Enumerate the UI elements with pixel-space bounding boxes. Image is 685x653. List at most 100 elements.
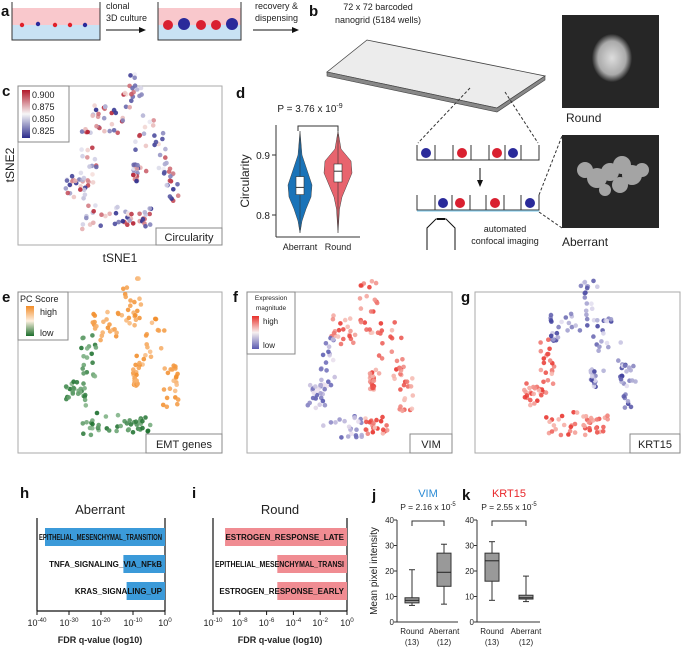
chart-title: Aberrant — [75, 502, 125, 517]
tsne-point — [541, 360, 547, 366]
tsne-point — [131, 367, 136, 372]
tsne-point — [345, 434, 351, 439]
nanogrid-title-line2: nanogrid (5184 wells) — [335, 15, 421, 25]
tsne-point — [137, 211, 142, 217]
tsne-point — [129, 98, 134, 104]
tsne-point — [351, 340, 356, 346]
tsne-point — [563, 315, 569, 320]
tsne-point — [135, 308, 140, 314]
tsne-point — [71, 194, 77, 200]
tsne1-axis-label: tSNE1 — [103, 251, 138, 265]
tsne-point — [175, 182, 180, 187]
tsne-point — [90, 418, 95, 423]
tsne-point — [143, 353, 148, 358]
tsne-point — [321, 423, 326, 428]
tsne-point — [600, 429, 606, 434]
tsne-point — [164, 395, 170, 401]
tsne-point — [342, 317, 348, 323]
tsne-point — [337, 417, 342, 422]
tsne-point — [85, 129, 90, 135]
tsne-point — [143, 415, 148, 420]
tsne-point — [69, 173, 75, 179]
tsne-emt-points — [63, 276, 181, 438]
bar — [126, 582, 165, 600]
tsne-point — [107, 128, 112, 134]
tsne-point — [398, 404, 403, 409]
tsne-point — [314, 388, 320, 393]
tsne-point — [628, 368, 633, 373]
imaging-label-line1: automated — [484, 224, 527, 234]
tsne-point — [326, 349, 331, 355]
tsne-point — [332, 374, 338, 380]
bar — [277, 555, 347, 573]
significance-bracket — [297, 125, 339, 131]
tsne-point — [589, 306, 595, 312]
pc-score-legend-title: PC Score — [20, 294, 59, 304]
tsne-point — [616, 358, 621, 363]
tsne-point — [98, 223, 103, 228]
tsne-point — [113, 334, 119, 339]
tsne-point — [127, 218, 132, 223]
vim-tag-box — [409, 433, 453, 454]
tsne-point — [356, 419, 361, 424]
tsne-point — [173, 375, 179, 380]
tsne-point — [79, 345, 84, 351]
tsne-point — [81, 362, 87, 368]
tsne-point — [341, 327, 346, 332]
tsne-point — [354, 434, 359, 440]
tsne-point — [147, 422, 153, 428]
tsne-point — [136, 365, 142, 371]
tsne-point — [400, 357, 405, 362]
tsne-point — [339, 435, 344, 440]
tsne-point — [581, 414, 586, 419]
tsne-point — [130, 430, 136, 435]
tsne-point — [538, 340, 543, 345]
tsne-vim-frame — [246, 291, 453, 454]
step1-label-line2: 3D culture — [106, 13, 147, 23]
tsne-point — [172, 388, 178, 394]
tsne-point — [95, 425, 101, 430]
tsne-point — [593, 426, 599, 431]
tsne-point — [548, 312, 554, 318]
tsne-point — [175, 193, 181, 198]
tsne-point — [132, 323, 137, 328]
tsne-point — [573, 323, 578, 328]
category-label: Aberrant — [511, 627, 542, 636]
bar-label: EPITHELIAL_MESENCHYMAL_TRANSI — [215, 560, 344, 569]
tsne-point — [379, 328, 385, 333]
tsne-point — [547, 346, 552, 352]
tsne-point — [124, 285, 130, 290]
tsne-point — [164, 404, 170, 410]
tsne-point — [538, 367, 544, 373]
tsne-point — [543, 370, 549, 376]
y-tick-label: 20 — [385, 567, 394, 576]
tsne-point — [364, 327, 369, 332]
tsne-point — [121, 286, 126, 292]
tsne-point — [375, 330, 381, 336]
tsne-emt-frame — [17, 291, 223, 454]
tsne-point — [559, 413, 565, 419]
tsne-point — [143, 333, 149, 338]
tsne-point — [342, 418, 347, 424]
tsne-point — [391, 373, 397, 379]
tsne-point — [594, 417, 600, 422]
panel-label-b: b — [309, 3, 318, 20]
tsne-point — [380, 341, 385, 346]
tsne-point — [345, 324, 351, 330]
tsne-point — [175, 397, 181, 402]
tsne-point — [549, 371, 555, 377]
tsne-point — [550, 381, 556, 387]
tsne-point — [92, 313, 98, 318]
tsne-point — [102, 104, 108, 110]
tsne-point — [133, 362, 138, 368]
tsne-point — [629, 378, 635, 383]
chart-title: VIM — [418, 488, 438, 500]
tsne-point — [86, 203, 91, 209]
tsne-point — [376, 353, 382, 358]
x-tick-label: 10-40 — [27, 617, 47, 628]
tsne-point — [133, 419, 139, 425]
tsne-point — [140, 113, 146, 118]
tsne-point — [388, 334, 393, 340]
tsne-point — [320, 352, 326, 358]
tsne-point — [311, 390, 317, 396]
